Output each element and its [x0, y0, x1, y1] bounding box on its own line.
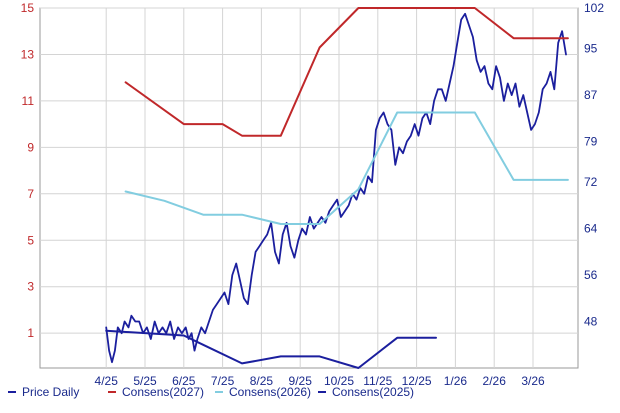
- y-right-tick-label: 72: [584, 175, 598, 189]
- x-tick-label: 6/25: [172, 374, 196, 388]
- y-left-tick-label: 9: [27, 140, 34, 154]
- x-tick-label: 2/26: [483, 374, 507, 388]
- grid-layer: [39, 7, 579, 369]
- legend-label: Consens(2027): [122, 385, 204, 399]
- y-right-tick-label: 79: [584, 135, 598, 149]
- x-tick-label: 9/25: [289, 374, 313, 388]
- series-line-consens-2027: [124, 7, 569, 137]
- legend-label: Price Daily: [22, 385, 79, 399]
- y-right-tick-label: 56: [584, 268, 598, 282]
- x-tick-label: 7/25: [211, 374, 235, 388]
- x-tick-label: 11/25: [363, 374, 392, 388]
- series-line-consens-2026: [124, 111, 569, 225]
- x-tick-label: 8/25: [250, 374, 274, 388]
- y-left-tick-label: 3: [27, 280, 34, 294]
- x-tick-label: 12/25: [402, 374, 432, 388]
- y-right-tick-label: 95: [584, 42, 598, 56]
- series-line-price-daily: [105, 12, 567, 364]
- y-left-tick-label: 11: [22, 94, 35, 108]
- y-left-tick-label: 15: [21, 1, 35, 15]
- y-left-tick-label: 7: [27, 187, 34, 201]
- legend: Price Daily Consens(2027) Consens(2026) Con…: [8, 385, 414, 399]
- x-tick-label: 1/26: [444, 374, 468, 388]
- legend-label: Consens(2026): [229, 385, 311, 399]
- y-right-tick-label: 64: [584, 222, 598, 236]
- x-tick-label: 5/25: [133, 374, 157, 388]
- series-line-consens-2025: [105, 329, 437, 369]
- y-left-tick-label: 1: [27, 326, 34, 340]
- y-left-tick-label: 13: [21, 47, 35, 61]
- series-layer: [105, 7, 569, 369]
- x-tick-label: 10/25: [324, 374, 354, 388]
- legend-label: Consens(2025): [332, 385, 414, 399]
- x-tick-label: 4/25: [95, 374, 119, 388]
- y-right-tick-label: 102: [584, 1, 604, 15]
- y-right-tick-label: 87: [584, 88, 598, 102]
- y-right-tick-label: 48: [584, 315, 598, 329]
- y-left-tick-label: 5: [27, 233, 34, 247]
- x-tick-label: 3/26: [521, 374, 545, 388]
